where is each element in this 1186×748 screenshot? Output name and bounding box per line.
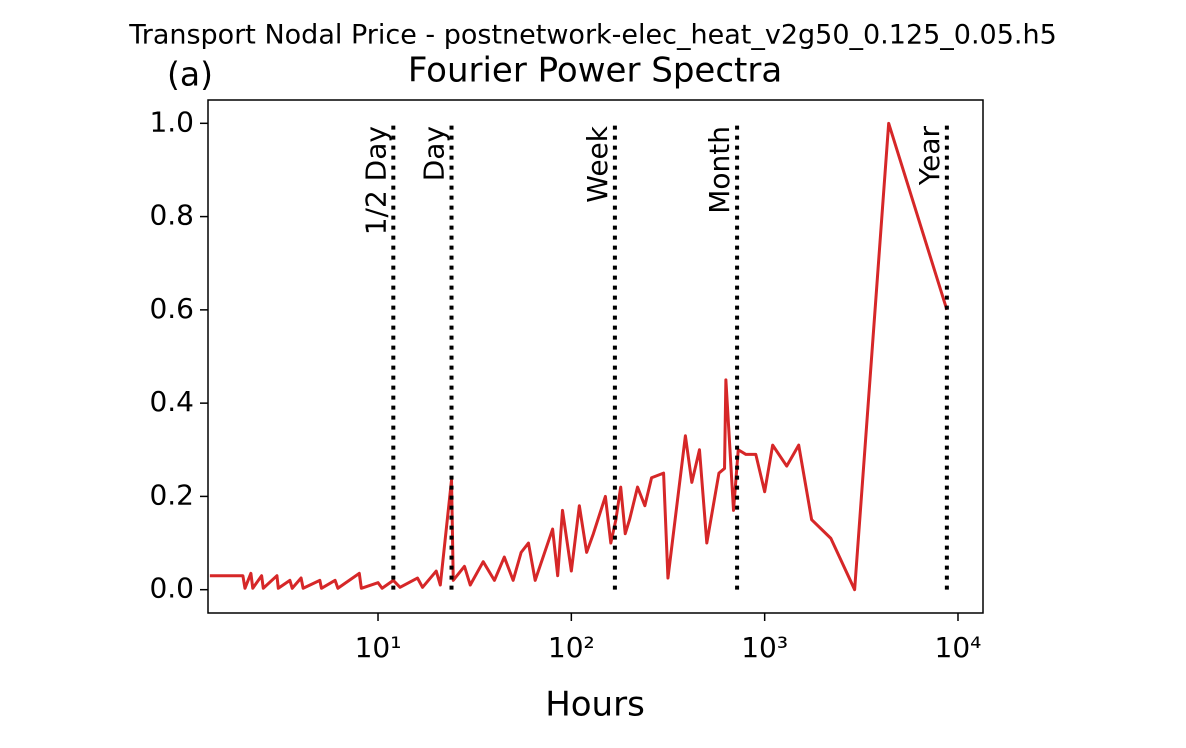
x-axis-label: Hours [545,685,645,725]
reference-label: Month [703,126,736,214]
reference-label: 1/2 Day [359,126,392,235]
data-line [209,121,949,592]
panel-label: (a) [167,55,213,94]
reference-label: Week [581,125,614,202]
y-tick-label: 0.0 [149,572,194,605]
y-tick-label: 1.0 [149,105,194,138]
y-tick-label: 0.6 [149,292,194,325]
x-tick-label: 10⁴ [935,631,982,664]
reference-label: Day [418,126,451,181]
y-tick-label: 0.8 [149,199,194,232]
y-tick-label: 0.2 [149,478,194,511]
x-tick-label: 10² [548,631,595,664]
plot-frame [207,99,984,614]
chart-title: Fourier Power Spectra [408,51,782,91]
x-tick-label: 10¹ [355,631,402,664]
reference-label: Year [913,126,946,187]
x-tick-label: 10³ [741,631,788,664]
y-tick-label: 0.4 [149,385,194,418]
suptitle: Transport Nodal Price - postnetwork-elec… [128,20,1057,51]
